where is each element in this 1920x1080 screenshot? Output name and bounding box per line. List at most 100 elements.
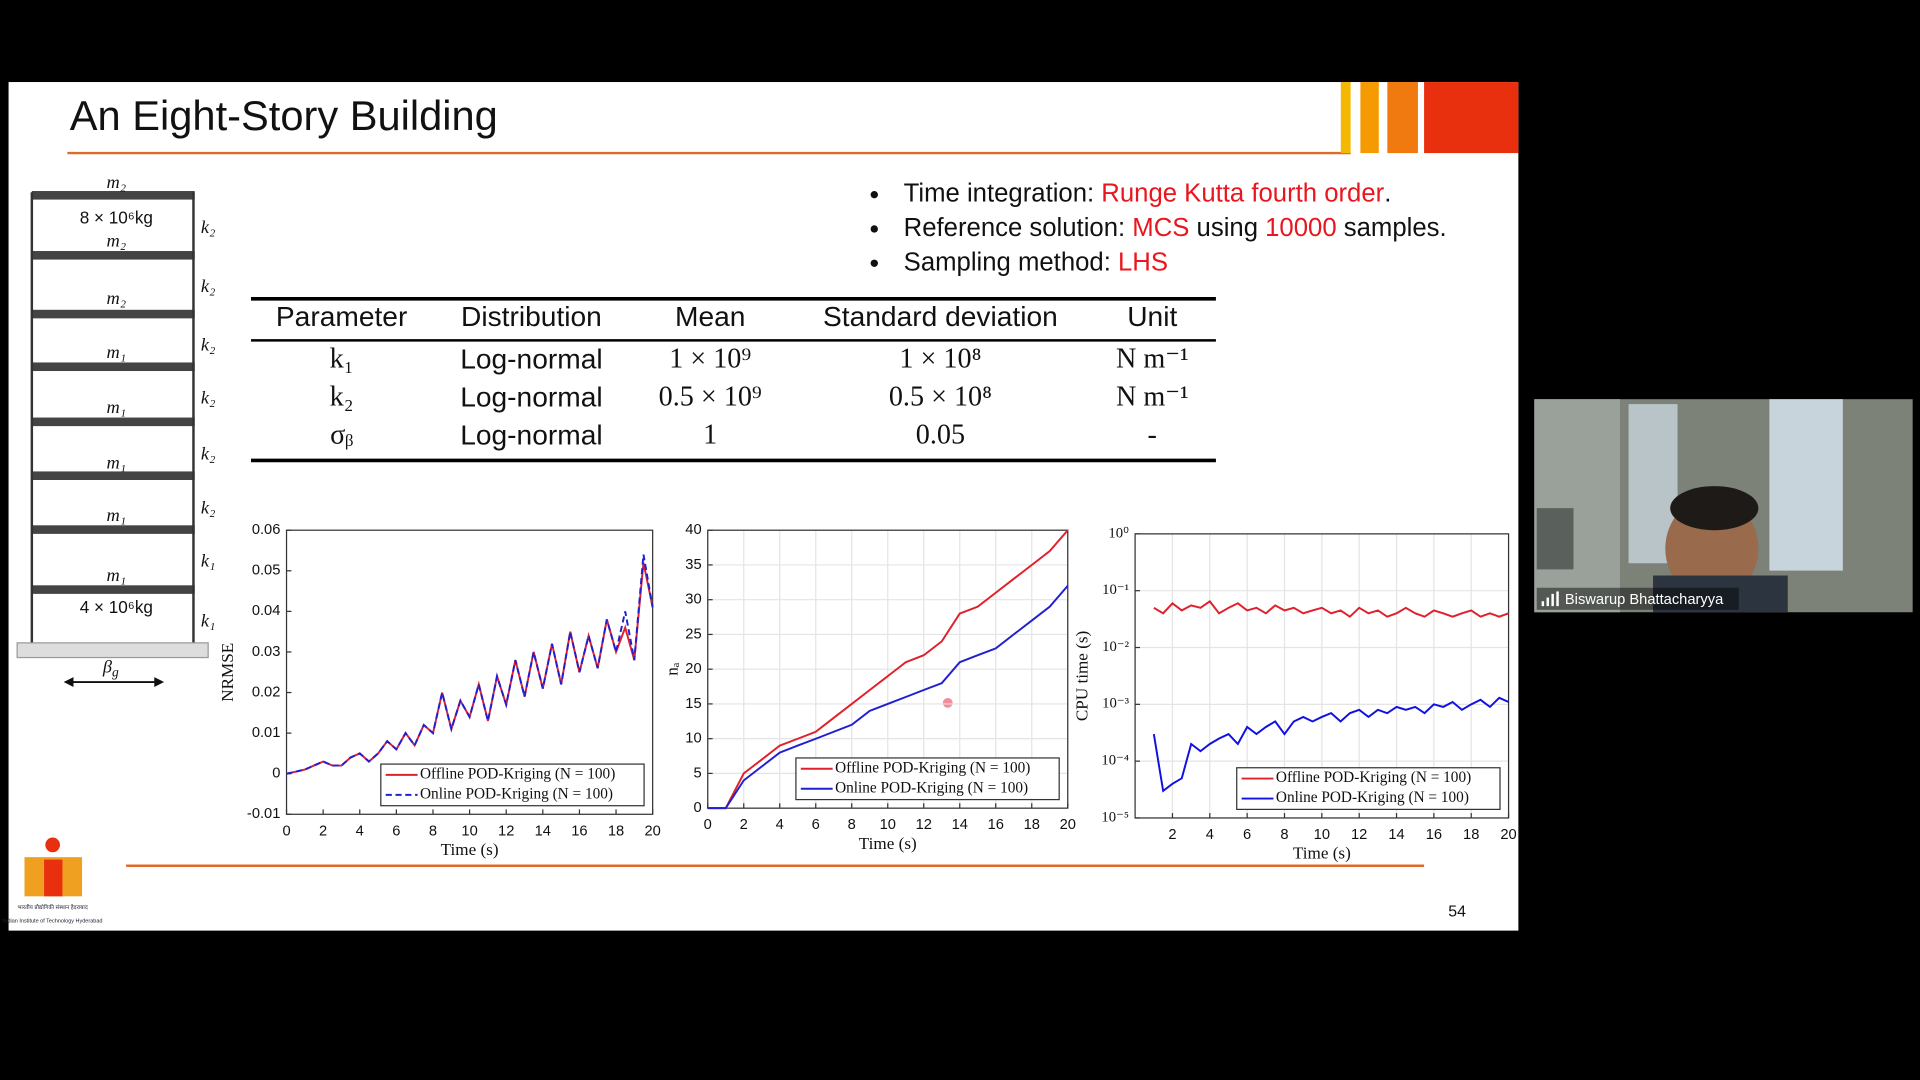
x-tick-label: 12	[1351, 827, 1367, 843]
y-tick-label: 40	[685, 522, 701, 538]
logo-text: भारतीय प्रौद्योगिकी संस्थान हैदराबाद	[18, 904, 88, 911]
x-tick-label: 18	[1463, 827, 1479, 843]
mass-label: m₁	[106, 397, 126, 417]
y-tick-label: 10⁻⁵	[1101, 809, 1129, 825]
stiffness-label: k₂	[201, 444, 216, 464]
x-tick-label: 10	[461, 823, 477, 839]
floor-beam	[31, 191, 195, 200]
x-tick-label: 6	[392, 823, 400, 839]
logo-text: Indian Institute of Technology Hyderabad	[3, 918, 103, 924]
bullet-part: 10000	[1265, 214, 1336, 242]
signal-icon	[1551, 593, 1554, 607]
x-tick-label: 0	[282, 823, 290, 839]
y-axis-label: nₐ	[662, 662, 681, 676]
bullet-part: Runge Kutta fourth order	[1101, 179, 1384, 207]
floor-beam	[31, 471, 195, 480]
mass-label: m₂	[106, 172, 126, 192]
stripe	[1424, 82, 1519, 154]
mass-value: 8 × 10⁶kg	[80, 208, 153, 228]
video-wall	[1534, 399, 1620, 613]
y-tick-label: 0.04	[252, 603, 281, 619]
series-line	[286, 554, 654, 775]
y-tick-label: 10⁻⁴	[1101, 753, 1129, 769]
bullet-part: MCS	[1132, 214, 1189, 242]
series-line	[707, 529, 1069, 810]
legend: Offline POD-Kriging (N = 100) Online POD-…	[1236, 767, 1501, 810]
mass-label: m₂	[106, 231, 126, 251]
stiffness-label: k₂	[201, 217, 216, 237]
x-axis-label: Time (s)	[1293, 844, 1351, 863]
excitation-label: βg	[102, 657, 119, 680]
bullet-dot	[870, 191, 878, 199]
x-tick-label: 8	[1280, 827, 1288, 843]
slide-title: An Eight-Story Building	[70, 92, 498, 139]
floor-beam	[31, 251, 195, 260]
bullet-part: .	[1384, 179, 1391, 207]
stiffness-label: k₂	[201, 335, 216, 355]
plot-frame	[707, 529, 1069, 809]
mass-label: m₁	[106, 565, 126, 585]
bullet-dot	[870, 225, 878, 233]
bullet-part: LHS	[1118, 248, 1168, 276]
y-tick-label: 0.03	[252, 644, 281, 660]
legend-label: Online POD-Kriging (N = 100)	[420, 785, 613, 802]
plot-frame	[1134, 533, 1510, 819]
y-tick-label: 0	[693, 800, 701, 816]
legend-label: Online POD-Kriging (N = 100)	[1276, 789, 1469, 806]
column	[30, 192, 34, 643]
y-tick-label: 10⁰	[1108, 525, 1129, 541]
signal-icon	[1541, 601, 1545, 607]
x-tick-label: 4	[356, 823, 364, 839]
y-tick-label: 35	[685, 557, 701, 573]
table-cell: 0.5 × 10⁹	[659, 382, 762, 413]
table-cell: Log-normal	[460, 420, 602, 451]
chart: 0 5 10 15 20 25 30 35 40 0 2 4 6 8 10 12 14 16 18 20 Time (s…	[662, 522, 1076, 853]
table-cell: N m⁻¹	[1116, 344, 1189, 375]
y-tick-label: 10⁻²	[1102, 639, 1129, 655]
x-tick-label: 14	[1388, 827, 1404, 843]
chart: 10⁻⁵ 10⁻⁴ 10⁻³ 10⁻² 10⁻¹ 10⁰ 2 4 6 8 10 12 14 16 18 20 T…	[1073, 525, 1517, 862]
table-header: Unit	[1127, 301, 1177, 332]
mass-value: 4 × 10⁶kg	[80, 597, 153, 617]
bullet-part: using	[1189, 214, 1265, 242]
table-cell: k₁	[330, 344, 354, 375]
mass-label: m₂	[106, 288, 126, 308]
logo-book	[44, 859, 63, 897]
signal-icon	[1546, 597, 1549, 607]
floor-beam	[31, 585, 195, 594]
mass-label: m₁	[106, 452, 126, 472]
y-tick-label: 0.06	[252, 522, 281, 538]
legend: Offline POD-Kriging (N = 100) Online POD-…	[380, 763, 645, 807]
excitation-sub: g	[112, 665, 119, 680]
x-tick-label: 6	[1243, 827, 1251, 843]
x-tick-label: 2	[319, 823, 327, 839]
y-tick-label: 30	[685, 592, 701, 608]
x-tick-label: 4	[1206, 827, 1214, 843]
legend-label: Offline POD-Kriging (N = 100)	[420, 765, 615, 782]
signal-icon	[1556, 591, 1559, 607]
name-plate	[1536, 587, 1739, 610]
x-tick-label: 10	[880, 817, 896, 833]
x-tick-label: 12	[498, 823, 514, 839]
x-tick-label: 16	[571, 823, 587, 839]
bullet-dot	[870, 259, 878, 267]
stiffness-label: k₂	[201, 276, 216, 296]
x-tick-label: 20	[1060, 817, 1076, 833]
stripe	[1340, 82, 1351, 154]
bullet-part: Sampling method:	[904, 248, 1118, 276]
x-axis-label: Time (s)	[441, 840, 499, 859]
excitation-symbol: β	[102, 657, 113, 677]
legend-box	[795, 757, 1060, 801]
stiffness-label: k₁	[201, 610, 216, 630]
y-tick-label: 0.01	[252, 725, 281, 741]
stiffness-label: k₁	[201, 550, 216, 570]
y-tick-label: 10	[685, 731, 701, 747]
x-tick-label: 20	[1500, 827, 1516, 843]
table-header: Distribution	[461, 301, 602, 332]
column	[192, 192, 195, 643]
legend-box	[380, 763, 645, 807]
table-cell: N m⁻¹	[1116, 382, 1189, 413]
x-tick-label: 2	[740, 817, 748, 833]
floor-beam	[31, 525, 195, 534]
legend-label: Offline POD-Kriging (N = 100)	[1276, 769, 1471, 786]
